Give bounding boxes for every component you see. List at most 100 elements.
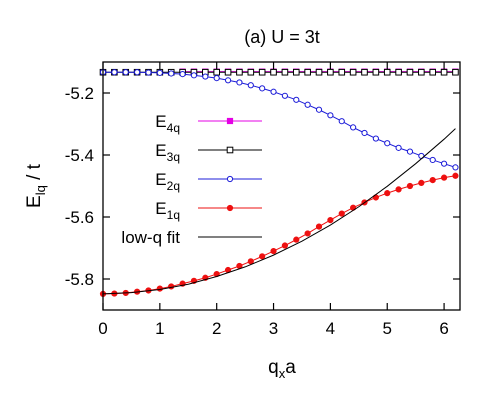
plot-frame (102, 61, 461, 311)
chart-title: (a) U = 3t (244, 27, 320, 47)
legend-label-sub: 4q (167, 121, 180, 135)
legend-label-main: E (155, 170, 166, 189)
x-tick-label: 4 (326, 319, 335, 338)
series-1-point (258, 68, 266, 76)
series-2-point (452, 164, 459, 171)
series-2-point (304, 101, 311, 108)
legend-label: E3q (155, 141, 180, 164)
y-axis-title-tail: / t (24, 163, 45, 185)
series-2-point (213, 75, 220, 82)
legend-label-main: low-q fit (121, 228, 180, 247)
legend-label-sub: 2q (167, 179, 180, 193)
legend-label-sub: 3q (167, 150, 180, 164)
series-2-point (361, 129, 368, 137)
x-tick-label: 2 (212, 319, 221, 338)
series-1-point (315, 68, 323, 76)
legend-label: E4q (155, 112, 180, 135)
series-2-point (338, 118, 345, 125)
series-2-point (270, 88, 277, 95)
series-2-point (281, 92, 289, 99)
legend-swatch-marker (226, 175, 234, 183)
series-1-point (429, 68, 437, 76)
series-2-point (224, 77, 232, 84)
series-3-point (293, 236, 300, 243)
y-tick-label: -5.8 (65, 270, 94, 289)
series-1-point (418, 68, 425, 76)
series-2-point (122, 69, 129, 76)
series-2-point (395, 144, 402, 151)
series-2-point (179, 70, 186, 78)
x-axis-title: qxa (268, 357, 296, 381)
series-3-point (156, 285, 163, 292)
series-3-point (452, 172, 459, 179)
series-1-point (327, 68, 334, 76)
series-1-point (372, 68, 380, 76)
y-axis-title-sub: lq (33, 185, 48, 195)
legend-label-sub: 1q (167, 208, 180, 222)
series-2-point (145, 69, 152, 76)
series-1-point (270, 68, 277, 76)
plot-area (99, 68, 459, 297)
legend-label: low-q fit (121, 228, 180, 247)
series-2-point (259, 85, 266, 92)
series-1-point (281, 68, 289, 76)
legend-label: E2q (155, 170, 180, 193)
series-3-point (315, 223, 323, 230)
series-2-point (190, 72, 198, 79)
series-2-point (372, 135, 379, 142)
series-3-point (440, 174, 448, 181)
series-2-point (429, 156, 436, 164)
legend-swatch-marker (226, 146, 234, 154)
legend-label-main: E (155, 112, 166, 131)
series-2-point (236, 79, 243, 86)
series-2-point (327, 112, 334, 119)
series-2-point (350, 124, 357, 131)
series-1-point (440, 68, 448, 76)
series-3-point (270, 248, 277, 255)
y-tick-label: -5.6 (65, 208, 94, 227)
series-3-point (395, 186, 402, 193)
series-2-point (440, 160, 448, 167)
y-axis-title: Elq / t (24, 163, 48, 208)
x-axis-title-main: q (268, 357, 279, 378)
series-2-point (134, 69, 141, 76)
series-3-point (259, 253, 266, 260)
series-3-point (168, 283, 175, 290)
series-3-point (406, 182, 414, 190)
legend-label-main: E (155, 199, 166, 218)
axis-ticks (102, 62, 460, 310)
series-1-point (338, 68, 346, 76)
series-1-point (361, 68, 368, 76)
series-1-point (213, 68, 220, 76)
legend-swatch-marker (226, 204, 234, 212)
legend-label: E1q (155, 199, 180, 222)
series-1-point (247, 68, 255, 76)
x-tick-label: 5 (383, 319, 392, 338)
series-1-point (224, 68, 232, 76)
series-1-point (395, 68, 402, 76)
series-1-point (349, 68, 357, 76)
series-2-point (315, 106, 323, 113)
series-2-point (202, 73, 209, 80)
series-2-point (247, 82, 254, 89)
series-1-point (292, 68, 300, 76)
y-axis-title-main: E (24, 195, 45, 208)
x-axis-title-sub: x (279, 366, 286, 381)
x-tick-label: 3 (269, 319, 278, 338)
series-1-point (383, 68, 391, 76)
y-tick-label: -5.2 (65, 84, 94, 103)
series-3-point (304, 230, 311, 237)
series-3-point (338, 210, 345, 217)
series-3-point (327, 217, 334, 224)
x-tick-label: 0 (98, 319, 107, 338)
series-3-point (281, 242, 289, 249)
series-2-point (384, 140, 391, 147)
axis-tick-labels: 0 1 2 3 4 5 6 -5.8 -5.6 -5.4 -5.2 (65, 84, 449, 338)
series-1-point (406, 68, 414, 76)
series-3-point (418, 179, 425, 186)
series-1-point (452, 68, 459, 76)
series-2-point (111, 69, 118, 76)
series-2-point (156, 69, 163, 76)
legend-swatch-marker (226, 117, 234, 125)
